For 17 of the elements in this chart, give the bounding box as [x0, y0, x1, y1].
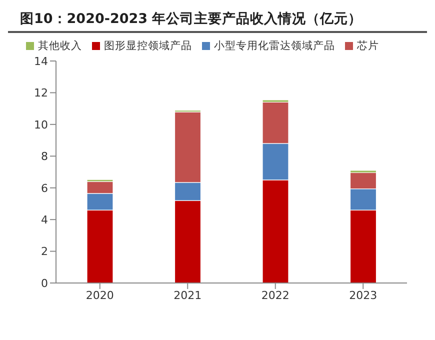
y-tick-label: 6: [41, 182, 48, 195]
x-tick-label: 2022: [261, 288, 290, 302]
y-tick-label: 2: [41, 245, 48, 258]
legend-label: 图形显控领域产品: [104, 40, 192, 52]
x-tick-label: 2023: [349, 288, 378, 302]
chart-title: 图10：2020-2023 年公司主要产品收入情况（亿元）: [8, 8, 427, 33]
y-tick-label: 8: [41, 150, 48, 164]
legend-label: 小型专用化雷达领域产品: [214, 40, 335, 52]
y-tick-label: 4: [41, 213, 48, 226]
x-tick-label: 2021: [174, 288, 202, 302]
y-tick-label: 10: [34, 118, 48, 132]
legend-label: 其他收入: [38, 40, 82, 52]
y-tick-label: 14: [34, 54, 48, 68]
x-tick-label: 2020: [86, 288, 114, 302]
legend-label: 芯片: [357, 40, 379, 52]
y-tick-label: 12: [34, 86, 48, 100]
y-tick-label: 0: [41, 276, 48, 290]
